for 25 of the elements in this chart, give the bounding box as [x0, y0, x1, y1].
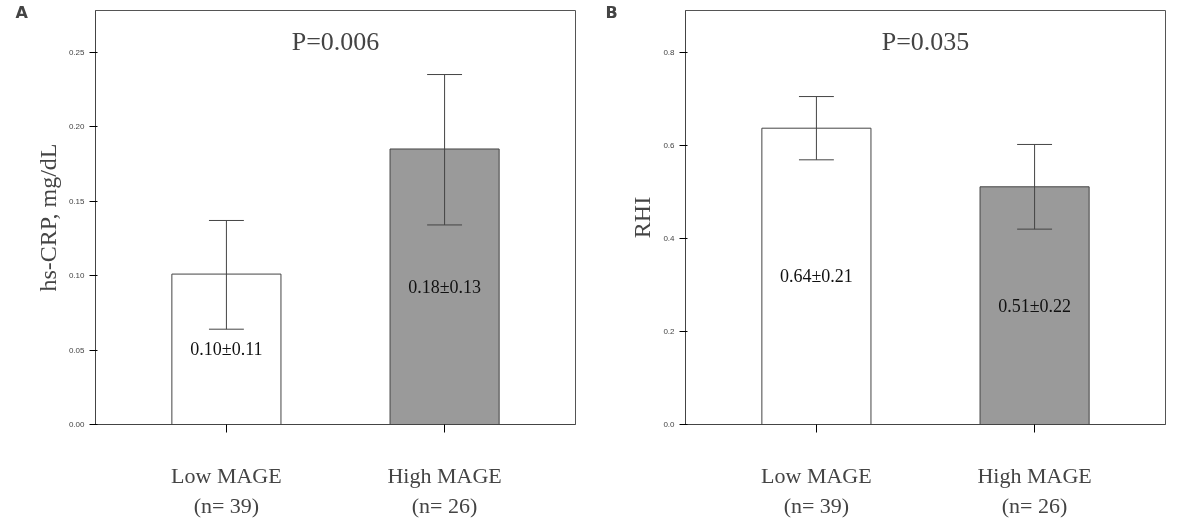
y-tick-label: 0.15	[68, 196, 86, 206]
annotation: P=0.006	[291, 26, 380, 56]
y-tick-label: 0.25	[68, 47, 86, 57]
y-tick-label: 0.00	[68, 420, 86, 429]
y-tick-label: 0.05	[68, 345, 86, 355]
text: A	[15, 2, 29, 22]
x-tick-label: High MAGE (n= 26)	[977, 462, 1092, 518]
x-tick-label: Low MAGE (n= 39)	[171, 462, 282, 518]
data-label: 0.18±0.13	[408, 276, 482, 297]
y-tick-label: 0.0	[663, 420, 676, 429]
y-tick-label: 0.6	[663, 140, 676, 150]
y-axis-title: RHI	[629, 196, 656, 239]
y-tick-label: 0.4	[663, 233, 676, 243]
y-axis-title: hs-CRP, mg/dL	[34, 143, 61, 292]
annotation: P=0.035	[881, 26, 970, 56]
x-tick-label: Low MAGE (n= 39)	[761, 462, 872, 518]
data-label: 0.64±0.21	[779, 266, 853, 287]
y-tick-label: 0.2	[663, 326, 676, 336]
y-tick-label: 0.10	[68, 271, 86, 281]
x-tick-label: High MAGE (n= 26)	[387, 462, 502, 518]
y-tick-label: 0.8	[663, 47, 676, 57]
data-label: 0.51±0.22	[998, 295, 1072, 316]
text: B	[605, 2, 618, 22]
data-label: 0.10±0.11	[190, 339, 263, 360]
y-tick-label: 0.20	[68, 122, 86, 132]
